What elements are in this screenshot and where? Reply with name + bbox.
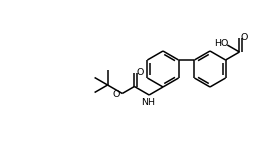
Text: O: O — [136, 68, 144, 77]
Text: HO: HO — [214, 39, 229, 49]
Text: O: O — [113, 90, 120, 99]
Text: NH: NH — [141, 98, 155, 107]
Text: O: O — [241, 32, 248, 42]
